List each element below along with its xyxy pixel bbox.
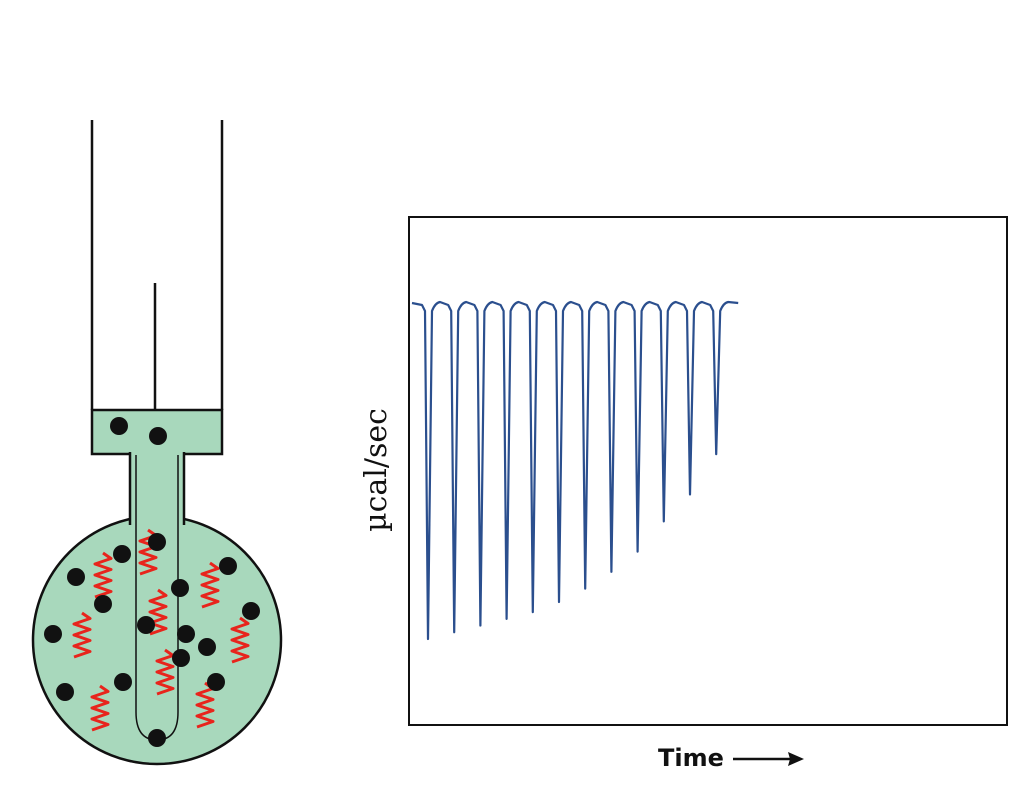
ligand-dot — [94, 595, 112, 613]
protein-coil — [195, 681, 215, 729]
ligand-dot — [149, 427, 167, 445]
protein-coil — [230, 616, 250, 664]
ligand-dot — [148, 729, 166, 747]
ligand-molecules — [44, 417, 260, 747]
ligand-dot — [177, 625, 195, 643]
ligand-dot — [148, 533, 166, 551]
ligand-dot — [171, 579, 189, 597]
ligand-dot — [44, 625, 62, 643]
syringe-icon — [90, 120, 224, 456]
ligand-dot — [137, 616, 155, 634]
y-axis-label: µcal/sec — [359, 408, 394, 532]
ligand-dot — [114, 673, 132, 691]
sample-cell-icon — [31, 452, 283, 766]
ligand-dot — [242, 602, 260, 620]
ligand-dot — [172, 649, 190, 667]
ligand-dot — [198, 638, 216, 656]
ligand-dot — [56, 683, 74, 701]
ligand-dot — [110, 417, 128, 435]
plot-frame — [408, 216, 1008, 726]
arrow-right-icon — [733, 752, 804, 766]
ligand-dot — [219, 557, 237, 575]
protein-coil — [93, 551, 113, 599]
protein-coil — [72, 611, 92, 659]
heat-trace — [411, 300, 739, 641]
protein-coil — [148, 588, 168, 636]
protein-coil — [155, 648, 175, 696]
ligand-dot — [67, 568, 85, 586]
x-axis-label: Time — [658, 744, 724, 772]
protein-coil — [200, 561, 220, 609]
ligand-dot — [207, 673, 225, 691]
protein-coil — [90, 684, 110, 732]
ligand-dot — [113, 545, 131, 563]
